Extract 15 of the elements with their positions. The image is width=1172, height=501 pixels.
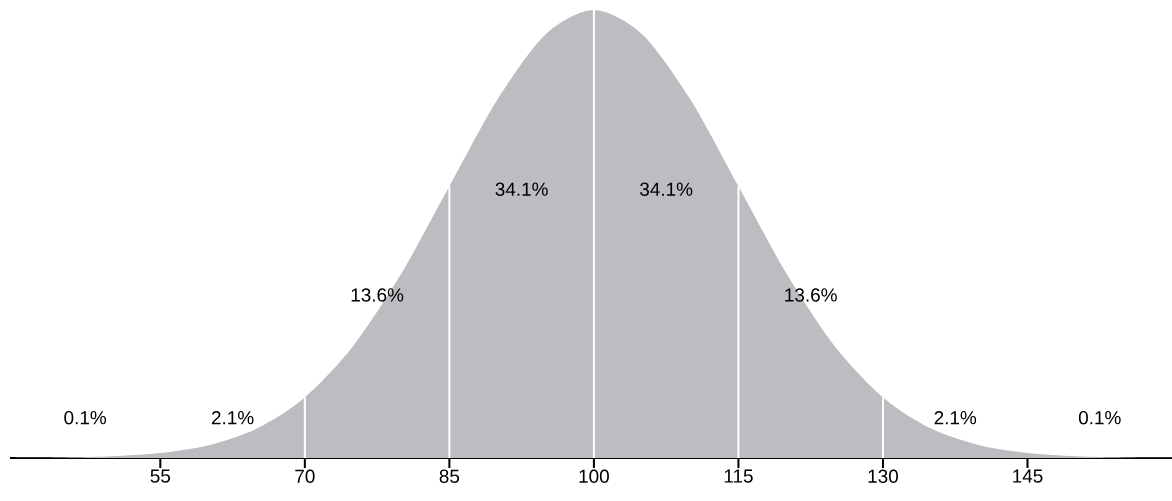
- annotation: 2.1%: [211, 411, 254, 425]
- annotation: 0.1%: [1078, 410, 1121, 425]
- annotation: 13.6%: [785, 288, 837, 302]
- annotation: 0.1%: [64, 410, 107, 425]
- annotation: 34.1%: [640, 182, 693, 196]
- x-tick-label: 85: [439, 469, 460, 483]
- annotation: 2.1%: [934, 411, 977, 425]
- x-tick-label: 145: [1013, 469, 1043, 483]
- annotation: 34.1%: [495, 182, 548, 196]
- x-tick-label: 100: [579, 469, 609, 483]
- x-tick-label: 130: [868, 469, 898, 483]
- x-tick-label: 115: [724, 469, 753, 483]
- annotation: 13.6%: [351, 288, 404, 302]
- x-tick-label: 70: [295, 469, 315, 483]
- x-tick-label: 55: [150, 469, 171, 483]
